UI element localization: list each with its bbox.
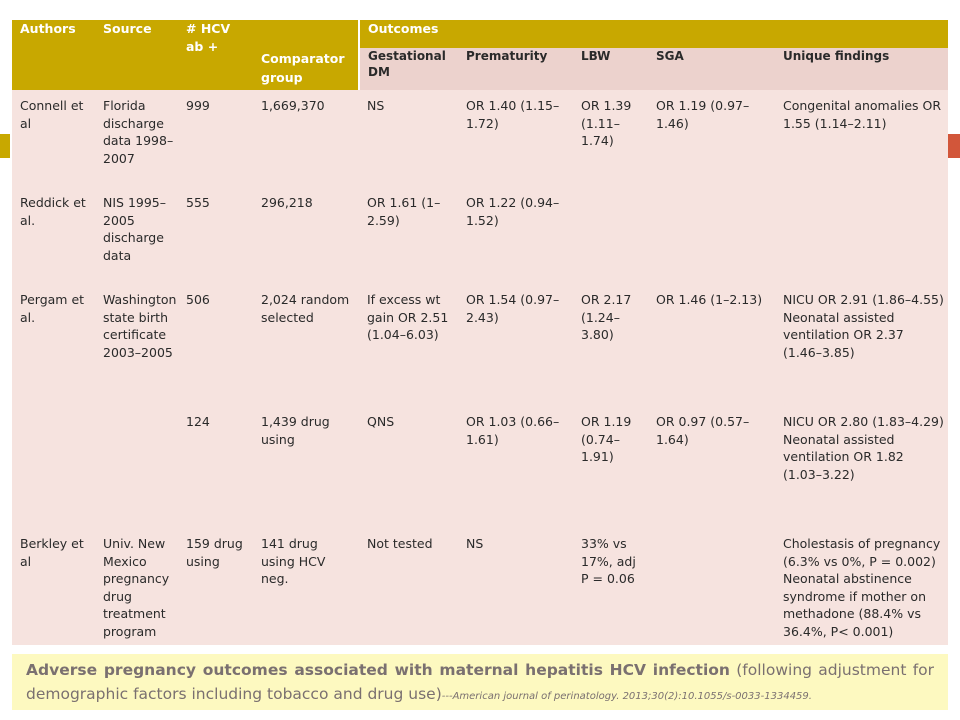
cell-source xyxy=(95,406,178,528)
cell-unique: Cholestasis of pregnancy (6.3% vs 0%, P … xyxy=(775,528,949,645)
cell-sga: OR 1.46 (1–2.13) xyxy=(648,284,775,406)
cell-hcv: 124 xyxy=(178,406,253,528)
header-lbw: LBW xyxy=(573,48,648,90)
header-gestational-dm: Gestational DM xyxy=(358,48,458,90)
table-row: Connell et al Florida discharge data 199… xyxy=(12,90,949,187)
cell-hcv: 999 xyxy=(178,90,253,187)
hcv-outcomes-table: Authors Source # HCV ab + Comparator gro… xyxy=(12,20,949,645)
cell-unique: NICU OR 2.80 (1.83–4.29) Neonatal assist… xyxy=(775,406,949,528)
cell-source: NIS 1995–2005 discharge data xyxy=(95,187,178,284)
cell-source: Univ. New Mexico pregnancy drug treatmen… xyxy=(95,528,178,645)
cell-hcv: 159 drug using xyxy=(178,528,253,645)
cell-comparator: 2,024 random selected xyxy=(253,284,359,406)
table-row: Berkley et al Univ. New Mexico pregnancy… xyxy=(12,528,949,645)
cell-hcv: 555 xyxy=(178,187,253,284)
cell-lbw xyxy=(573,187,648,284)
cell-unique xyxy=(775,187,949,284)
header-unique-findings: Unique findings xyxy=(775,48,949,90)
left-accent-bar xyxy=(0,134,10,158)
cell-source: Florida discharge data 1998–2007 xyxy=(95,90,178,187)
cell-prematurity: OR 1.54 (0.97–2.43) xyxy=(458,284,573,406)
header-row-1: Authors Source # HCV ab + Comparator gro… xyxy=(12,20,949,90)
cell-hcv: 506 xyxy=(178,284,253,406)
caption-title: Adverse pregnancy outcomes associated wi… xyxy=(26,661,730,679)
cell-sga: OR 0.97 (0.57–1.64) xyxy=(648,406,775,528)
table-row: 124 1,439 drug using QNS OR 1.03 (0.66–1… xyxy=(12,406,949,528)
cell-lbw: OR 1.19 (0.74–1.91) xyxy=(573,406,648,528)
cell-comparator: 296,218 xyxy=(253,187,359,284)
cell-lbw: 33% vs 17%, adj P = 0.06 xyxy=(573,528,648,645)
table-row: Reddick et al. NIS 1995–2005 discharge d… xyxy=(12,187,949,284)
cell-prematurity: OR 1.40 (1.15–1.72) xyxy=(458,90,573,187)
header-hcv-ab: # HCV ab + xyxy=(178,20,253,90)
cell-comparator: 1,669,370 xyxy=(253,90,359,187)
header-sga: SGA xyxy=(648,48,775,90)
header-outcomes: Outcomes xyxy=(357,20,949,48)
cell-sga xyxy=(648,528,775,645)
cell-unique: Congenital anomalies OR 1.55 (1.14–2.11) xyxy=(775,90,949,187)
cell-comparator: 141 drug using HCV neg. xyxy=(253,528,359,645)
cell-gdm: Not tested xyxy=(359,528,458,645)
cell-source: Washington state birth certificate 2003–… xyxy=(95,284,178,406)
cell-sga: OR 1.19 (0.97–1.46) xyxy=(648,90,775,187)
cell-prematurity: OR 1.22 (0.94–1.52) xyxy=(458,187,573,284)
cell-authors: Reddick et al. xyxy=(12,187,95,284)
cell-lbw: OR 2.17 (1.24–3.80) xyxy=(573,284,648,406)
caption-qualifier: (following adjustment for demographic fa… xyxy=(26,661,935,703)
cell-authors: Pergam et al. xyxy=(12,284,95,406)
cell-gdm: QNS xyxy=(359,406,458,528)
header-source: Source xyxy=(95,20,178,90)
cell-prematurity: OR 1.03 (0.66–1.61) xyxy=(458,406,573,528)
header-comparator-group: Comparator group xyxy=(253,20,359,90)
cell-sga xyxy=(648,187,775,284)
cell-unique: NICU OR 2.91 (1.86–4.55) Neonatal assist… xyxy=(775,284,949,406)
header-prematurity: Prematurity xyxy=(458,48,573,90)
cell-gdm: NS xyxy=(359,90,458,187)
cell-lbw: OR 1.39 (1.11–1.74) xyxy=(573,90,648,187)
cell-gdm: OR 1.61 (1–2.59) xyxy=(359,187,458,284)
cell-gdm: If excess wt gain OR 2.51 (1.04–6.03) xyxy=(359,284,458,406)
cell-authors: Connell et al xyxy=(12,90,95,187)
header-row-2: Gestational DM Prematurity LBW SGA Uniqu… xyxy=(12,48,949,90)
right-accent-bar xyxy=(948,134,960,158)
caption-citation: ---American journal of perinatology. 201… xyxy=(441,691,812,702)
cell-authors xyxy=(12,406,95,528)
cell-authors: Berkley et al xyxy=(12,528,95,645)
header-authors: Authors xyxy=(12,20,95,90)
table-row: Pergam et al. Washington state birth cer… xyxy=(12,284,949,406)
cell-comparator: 1,439 drug using xyxy=(253,406,359,528)
table-caption: Adverse pregnancy outcomes associated wi… xyxy=(12,654,948,710)
cell-prematurity: NS xyxy=(458,528,573,645)
